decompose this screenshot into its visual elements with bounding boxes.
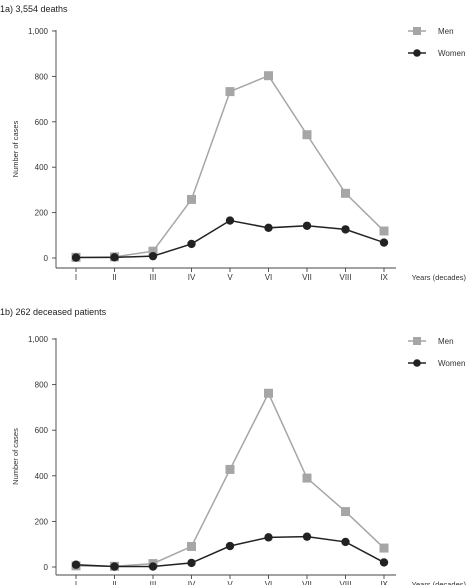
data-point-men — [148, 246, 158, 256]
legend-label: Men — [438, 27, 454, 36]
data-point-women — [187, 239, 196, 249]
y-tick-label: 200 — [35, 517, 49, 526]
data-point-women — [187, 558, 196, 568]
x-tick-label: I — [75, 273, 77, 282]
data-point-men — [379, 543, 389, 553]
data-point-women — [379, 558, 389, 567]
y-tick-label: 200 — [35, 209, 49, 218]
data-point-men — [187, 541, 196, 551]
y-tick-label: 0 — [44, 563, 49, 572]
legend-marker — [413, 27, 421, 35]
panel-title: 1b) 262 deceased patients — [0, 307, 107, 317]
data-point-women — [264, 533, 273, 542]
data-point-men — [341, 507, 350, 517]
data-point-women — [264, 223, 273, 233]
data-point-women — [110, 253, 119, 262]
x-tick-label: I — [75, 580, 77, 585]
x-tick-label: IX — [380, 580, 388, 585]
y-tick-label: 600 — [35, 426, 49, 435]
y-axis-label: Number of cases — [11, 120, 20, 177]
x-tick-label: II — [112, 580, 116, 585]
data-point-women — [302, 221, 312, 230]
legend-label: Women — [438, 49, 465, 58]
x-tick-label: V — [227, 273, 233, 282]
x-tick-label: III — [150, 580, 157, 585]
y-tick-label: 1,000 — [28, 335, 49, 344]
legend-label: Women — [438, 359, 465, 368]
x-tick-label: III — [150, 273, 157, 282]
data-point-men — [187, 194, 196, 204]
chart-panel-2: 1b) 262 deceased patients 0 200 400 600 800 1,… — [0, 307, 466, 585]
x-tick-label: VIII — [339, 580, 351, 585]
series-line-women — [75, 219, 385, 259]
data-point-men — [302, 130, 312, 140]
data-point-men — [302, 473, 312, 483]
x-tick-label: IX — [380, 273, 388, 282]
x-tick-label: II — [112, 273, 116, 282]
x-tick-label: VI — [265, 273, 273, 282]
x-tick-label: IV — [188, 273, 196, 282]
y-tick-label: 0 — [44, 254, 49, 263]
data-point-women — [379, 238, 389, 247]
legend-marker — [413, 359, 421, 367]
y-tick-label: 600 — [35, 118, 49, 127]
data-point-women — [341, 537, 350, 547]
data-point-men — [264, 71, 273, 81]
data-point-men — [264, 388, 273, 398]
y-tick-label: 400 — [35, 472, 49, 481]
x-tick-label: VII — [302, 580, 312, 585]
legend-marker — [413, 337, 421, 345]
data-point-women — [148, 562, 158, 571]
data-point-women — [225, 216, 235, 225]
series-line-men — [75, 74, 385, 259]
data-point-women — [302, 532, 312, 541]
data-point-men — [225, 87, 235, 97]
legend-label: Men — [438, 337, 454, 346]
y-tick-label: 800 — [35, 72, 49, 81]
x-tick-label: VI — [265, 580, 273, 585]
data-point-women — [110, 562, 119, 571]
panel-title: 1a) 3,554 deaths — [0, 4, 68, 14]
x-tick-label: IV — [188, 580, 196, 585]
y-tick-label: 800 — [35, 381, 49, 390]
y-tick-label: 1,000 — [28, 27, 49, 36]
y-axis-label: Number of cases — [11, 428, 20, 485]
legend-marker — [413, 49, 421, 57]
x-axis-label: Years (decades) — [412, 580, 467, 585]
data-point-women — [71, 253, 81, 262]
data-point-men — [341, 188, 350, 198]
x-tick-label: VIII — [339, 273, 351, 282]
data-point-women — [341, 225, 350, 234]
y-tick-label: 400 — [35, 163, 49, 172]
data-point-women — [225, 541, 235, 551]
x-axis-label: Years (decades) — [412, 273, 467, 282]
data-point-women — [71, 560, 81, 569]
series-line-women — [75, 535, 385, 568]
x-tick-label: V — [227, 580, 233, 585]
data-point-men — [225, 464, 235, 474]
x-tick-label: VII — [302, 273, 312, 282]
data-point-men — [379, 226, 389, 236]
data-point-women — [148, 251, 158, 261]
